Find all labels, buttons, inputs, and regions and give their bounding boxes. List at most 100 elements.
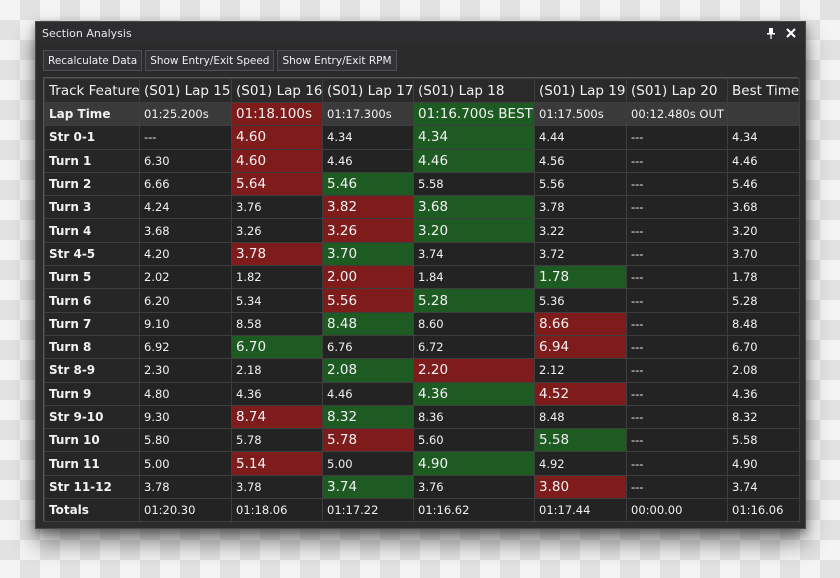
cell-lap-17: 4.46	[322, 381, 414, 406]
cell-lap-19: 5.56	[534, 171, 627, 197]
cell-lap-17-faster: 3.70	[322, 241, 414, 267]
toolbar: Recalculate Data Show Entry/Exit Speed S…	[36, 44, 805, 80]
cell-lap-16: 2.18	[231, 358, 323, 383]
column-header-best-time[interactable]: Best Time	[727, 78, 800, 103]
track-feature-cell: Str 0-1	[44, 125, 140, 150]
cell-lap-17-faster: 2.08	[322, 358, 414, 383]
table-row[interactable]: Lap Time 01:25.200s 01:18.100s 01:17.300s 01…	[44, 101, 800, 127]
table-row[interactable]: Turn 7 9.10 8.58 8.48 8.60 8.66 --- 8.48	[44, 311, 800, 336]
cell-best-time	[727, 101, 800, 127]
table-row[interactable]: Str 4-5 4.20 3.78 3.70 3.74 3.72 --- 3.70	[44, 241, 800, 267]
table-row[interactable]: Turn 9 4.80 4.36 4.46 4.36 4.52 --- 4.36	[44, 381, 800, 406]
pin-icon[interactable]	[763, 25, 779, 41]
table-row[interactable]: Turn 1 6.30 4.60 4.46 4.46 4.56 --- 4.46	[44, 148, 800, 173]
cell-lap-15: 9.30	[139, 404, 232, 430]
cell-lap-16-slower: 8.74	[231, 404, 323, 430]
cell-lap-19-slower: 6.94	[534, 334, 627, 360]
cell-lap-18-faster: 4.90	[413, 451, 535, 476]
show-entry-exit-speed-button[interactable]: Show Entry/Exit Speed	[145, 50, 275, 71]
cell-lap-16: 4.36	[231, 381, 323, 406]
cell-lap-20: ---	[626, 474, 728, 500]
table-row[interactable]: Str 8-9 2.30 2.18 2.08 2.20 2.12 --- 2.08	[44, 358, 800, 383]
table-row[interactable]: Str 9-10 9.30 8.74 8.32 8.36 8.48 --- 8.32	[44, 404, 800, 430]
cell-lap-19-slower: 8.66	[534, 311, 627, 336]
cell-best-time: 2.08	[727, 358, 800, 383]
column-header-lap-18[interactable]: (S01) Lap 18	[413, 78, 535, 103]
cell-lap-18-faster: 4.46	[413, 148, 535, 173]
cell-lap-16: 3.78	[231, 474, 323, 500]
cell-lap-20: ---	[626, 451, 728, 476]
cell-lap-18-faster: 5.28	[413, 288, 535, 313]
column-header-lap-16[interactable]: (S01) Lap 16	[231, 78, 323, 103]
cell-best-time: 5.28	[727, 288, 800, 313]
cell-lap-17: 01:17.300s	[322, 101, 414, 127]
column-header-lap-20[interactable]: (S01) Lap 20	[626, 78, 728, 103]
cell-lap-18: 01:16.62	[413, 498, 535, 523]
track-feature-cell: Str 11-12	[44, 474, 140, 500]
cell-best-time: 4.46	[727, 148, 800, 173]
cell-lap-16-faster: 6.70	[231, 334, 323, 360]
cell-lap-15: 6.20	[139, 288, 232, 313]
column-header-lap-19[interactable]: (S01) Lap 19	[534, 78, 627, 103]
cell-lap-17-faster: 5.46	[322, 171, 414, 197]
cell-lap-18: 3.76	[413, 474, 535, 500]
panel-titlebar: Section Analysis	[36, 22, 805, 44]
cell-best-time: 3.68	[727, 195, 800, 220]
cell-lap-15: 3.68	[139, 218, 232, 243]
cell-lap-19: 4.44	[534, 125, 627, 150]
cell-lap-16: 3.26	[231, 218, 323, 243]
cell-lap-19: 4.92	[534, 451, 627, 476]
track-feature-cell: Str 8-9	[44, 358, 140, 383]
table-row[interactable]: Str 11-12 3.78 3.78 3.74 3.76 3.80 --- 3.74	[44, 474, 800, 500]
cell-lap-18: 1.84	[413, 265, 535, 290]
close-icon[interactable]	[783, 25, 799, 41]
cell-lap-17: 6.76	[322, 334, 414, 360]
table-row[interactable]: Turn 11 5.00 5.14 5.00 4.90 4.92 --- 4.90	[44, 451, 800, 476]
table-row[interactable]: Turn 8 6.92 6.70 6.76 6.72 6.94 --- 6.70	[44, 334, 800, 360]
cell-lap-17-slower: 3.82	[322, 195, 414, 220]
header-row: Track Feature (S01) Lap 15 (S01) Lap 16 …	[44, 78, 800, 103]
close-icon-graphic	[786, 28, 796, 38]
cell-lap-18-faster: 3.20	[413, 218, 535, 243]
cell-lap-16-slower: 4.60	[231, 148, 323, 173]
table-row[interactable]: Turn 5 2.02 1.82 2.00 1.84 1.78 --- 1.78	[44, 265, 800, 290]
column-header-lap-15[interactable]: (S01) Lap 15	[139, 78, 232, 103]
cell-lap-18-faster: 4.36	[413, 381, 535, 406]
column-header-track-feature[interactable]: Track Feature	[44, 78, 140, 103]
cell-best-time: 5.46	[727, 171, 800, 197]
cell-lap-16: 3.76	[231, 195, 323, 220]
cell-lap-20: ---	[626, 334, 728, 360]
cell-lap-20: ---	[626, 381, 728, 406]
cell-lap-20: ---	[626, 195, 728, 220]
table-row[interactable]: Turn 4 3.68 3.26 3.26 3.20 3.22 --- 3.20	[44, 218, 800, 243]
cell-lap-17: 5.00	[322, 451, 414, 476]
table-row[interactable]: Turn 10 5.80 5.78 5.78 5.60 5.58 --- 5.58	[44, 428, 800, 453]
cell-lap-20: ---	[626, 265, 728, 290]
cell-lap-18: 3.74	[413, 241, 535, 267]
table-row[interactable]: Turn 6 6.20 5.34 5.56 5.28 5.36 --- 5.28	[44, 288, 800, 313]
cell-lap-15: 01:25.200s	[139, 101, 232, 127]
cell-lap-16: 01:18.06	[231, 498, 323, 523]
cell-lap-19: 4.56	[534, 148, 627, 173]
table-row[interactable]: Totals 01:20.30 01:18.06 01:17.22 01:16.62 01…	[44, 498, 800, 523]
cell-lap-18: 5.58	[413, 171, 535, 197]
cell-lap-20: ---	[626, 148, 728, 173]
track-feature-cell: Str 9-10	[44, 404, 140, 430]
cell-lap-17: 01:17.22	[322, 498, 414, 523]
table-row[interactable]: Turn 3 4.24 3.76 3.82 3.68 3.78 --- 3.68	[44, 195, 800, 220]
cell-lap-16: 8.58	[231, 311, 323, 336]
cell-lap-15: 9.10	[139, 311, 232, 336]
show-entry-exit-rpm-button[interactable]: Show Entry/Exit RPM	[277, 50, 397, 71]
cell-lap-18: 8.60	[413, 311, 535, 336]
table-row[interactable]: Str 0-1 --- 4.60 4.34 4.34 4.44 --- 4.34	[44, 125, 800, 150]
table-row[interactable]: Turn 2 6.66 5.64 5.46 5.58 5.56 --- 5.46	[44, 171, 800, 197]
cell-lap-15: 5.80	[139, 428, 232, 453]
cell-lap-19-faster: 5.58	[534, 428, 627, 453]
column-header-lap-17[interactable]: (S01) Lap 17	[322, 78, 414, 103]
track-feature-cell: Str 4-5	[44, 241, 140, 267]
section-times-grid: Track Feature (S01) Lap 15 (S01) Lap 16 …	[43, 77, 800, 523]
cell-lap-15: 4.20	[139, 241, 232, 267]
cell-lap-15: 4.80	[139, 381, 232, 406]
recalculate-data-button[interactable]: Recalculate Data	[43, 50, 143, 71]
cell-best-time: 8.32	[727, 404, 800, 430]
